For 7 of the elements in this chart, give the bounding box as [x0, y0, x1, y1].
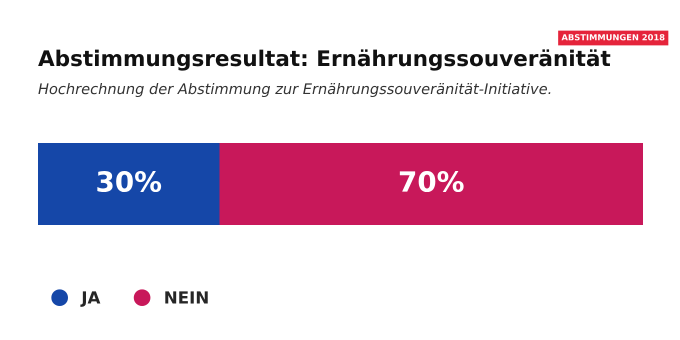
- legend-label: JA: [80, 291, 100, 307]
- data-label: 70%: [400, 171, 464, 192]
- chart-subtitle: Hochrechnung der Abstimmung zur Ernährungssouveränität-Initiative.: [38, 82, 550, 98]
- data-label: 30%: [97, 171, 162, 192]
- legend-label: NEIN: [165, 291, 208, 304]
- chart-title: Abstimmungsresultat: Ernährungssouveränität: [38, 49, 610, 71]
- text: ABSTIMMUNGEN 2018: [562, 34, 664, 40]
